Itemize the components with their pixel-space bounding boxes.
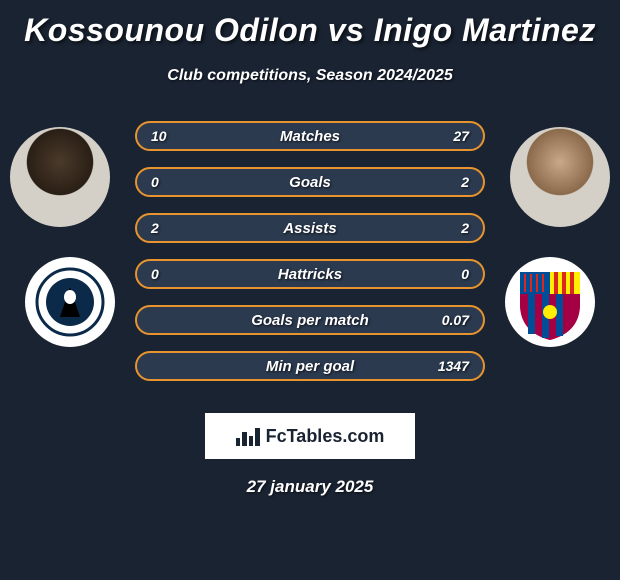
stat-right-value: 2 [461, 174, 469, 190]
stat-right-value: 27 [453, 128, 469, 144]
stat-row: 10 Matches 27 [135, 121, 485, 151]
stat-left-value: 10 [151, 128, 167, 144]
branding-badge[interactable]: FcTables.com [205, 413, 415, 459]
club-left-badge [25, 257, 115, 347]
date-label: 27 january 2025 [0, 477, 620, 497]
chart-icon [236, 426, 260, 446]
player-right-avatar [510, 127, 610, 227]
stat-row: Goals per match 0.07 [135, 305, 485, 335]
atalanta-crest-icon [35, 267, 105, 337]
comparison-panel: 10 Matches 27 0 Goals 2 2 Assists 2 0 Ha… [0, 115, 620, 395]
player-left-avatar [10, 127, 110, 227]
stat-label: Assists [137, 220, 483, 237]
stat-left-value: 2 [151, 220, 159, 236]
subtitle: Club competitions, Season 2024/2025 [0, 67, 620, 85]
avatar-image [510, 127, 610, 227]
stat-left-value: 0 [151, 266, 159, 282]
stat-row: 2 Assists 2 [135, 213, 485, 243]
stat-label: Goals [137, 174, 483, 191]
club-right-badge [505, 257, 595, 347]
stats-bars: 10 Matches 27 0 Goals 2 2 Assists 2 0 Ha… [135, 121, 485, 397]
page-title: Kossounou Odilon vs Inigo Martinez [0, 0, 620, 49]
branding-text: FcTables.com [266, 426, 385, 447]
stat-label: Matches [137, 128, 483, 145]
stat-right-value: 2 [461, 220, 469, 236]
stat-row: 0 Hattricks 0 [135, 259, 485, 289]
stat-row: Min per goal 1347 [135, 351, 485, 381]
stat-label: Goals per match [137, 312, 483, 329]
stat-left-value: 0 [151, 174, 159, 190]
stat-label: Hattricks [137, 266, 483, 283]
barcelona-crest-icon [510, 262, 590, 342]
stat-row: 0 Goals 2 [135, 167, 485, 197]
stat-label: Min per goal [137, 358, 483, 375]
stat-right-value: 0.07 [442, 312, 469, 328]
stat-right-value: 1347 [438, 358, 469, 374]
stat-right-value: 0 [461, 266, 469, 282]
avatar-image [10, 127, 110, 227]
